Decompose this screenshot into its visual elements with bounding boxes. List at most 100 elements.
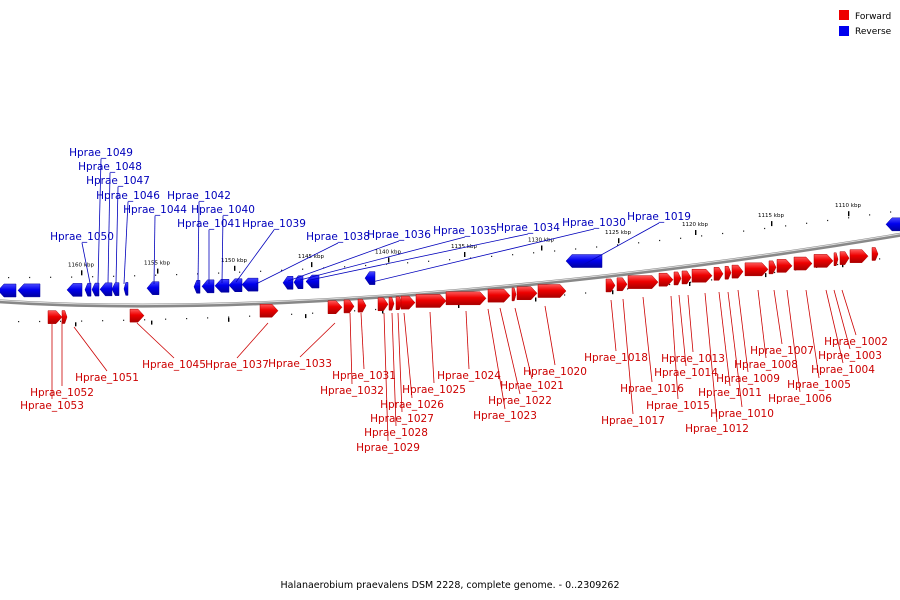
reverse-gene-arrow <box>364 271 376 285</box>
tick-label: 1150 kbp <box>221 258 247 264</box>
scale-dot <box>197 273 199 275</box>
gene-label-hprae-1046: Hprae_1046 <box>96 190 160 202</box>
leader-line <box>622 298 634 415</box>
scale-dot <box>764 227 766 230</box>
scale-dot <box>291 313 293 315</box>
gene-label-hprae-1029: Hprae_1029 <box>356 442 420 454</box>
gene-label-hprae-1047: Hprae_1047 <box>86 175 150 187</box>
scale-dot <box>869 214 871 216</box>
gene-label-hprae-1017: Hprae_1017 <box>601 415 665 427</box>
tick-mark <box>311 262 313 268</box>
gene-label-hprae-1013: Hprae_1013 <box>661 353 725 365</box>
scale-dot <box>165 318 167 320</box>
forward-gene-arrow <box>343 299 355 314</box>
gene-label-hprae-1025: Hprae_1025 <box>402 384 466 396</box>
gene-label-hprae-1007: Hprae_1007 <box>750 345 814 357</box>
scale-dot <box>239 271 241 273</box>
tick-label: 1155 kbp <box>144 261 170 267</box>
scale-dot <box>617 244 619 246</box>
forward-gene-arrow <box>627 275 659 289</box>
forward-gene-arrow <box>61 310 68 324</box>
tick-label: 1120 kbp <box>682 222 708 228</box>
scale-dot <box>260 270 262 272</box>
scale-dot <box>827 219 829 222</box>
forward-gene-arrow <box>744 262 769 277</box>
gene-label-hprae-1024: Hprae_1024 <box>437 370 501 382</box>
gene-label-hprae-1053: Hprae_1053 <box>20 400 84 412</box>
leader-line <box>236 322 269 359</box>
scale-dot <box>701 235 703 237</box>
reverse-gene-arrow <box>66 283 83 297</box>
forward-gene-arrow <box>511 287 517 302</box>
tick-mark <box>765 273 767 278</box>
tick-label: 1130 kbp <box>528 238 554 244</box>
gene-label-hprae-1034: Hprae_1034 <box>496 222 560 234</box>
scale-dot <box>155 274 157 276</box>
scale-dot <box>60 320 62 322</box>
scale-dot <box>29 276 31 279</box>
leader-line <box>235 229 275 283</box>
gene-label-hprae-1042: Hprae_1042 <box>167 190 231 202</box>
leader-line <box>197 201 200 285</box>
legend-swatch-forward <box>839 10 849 20</box>
scale-dot <box>123 319 125 321</box>
scale-dot <box>302 268 304 270</box>
scale-dot <box>743 230 745 232</box>
gene-label-hprae-1044: Hprae_1044 <box>123 204 187 216</box>
leader-line <box>582 222 660 266</box>
gene-label-hprae-1027: Hprae_1027 <box>370 413 434 425</box>
gene-label-hprae-1051: Hprae_1051 <box>75 372 139 384</box>
forward-gene-arrow <box>839 251 850 265</box>
reverse-gene-arrow <box>565 254 603 268</box>
scale-dot <box>711 279 713 281</box>
leader-line <box>429 311 435 384</box>
scale-dot <box>228 316 230 318</box>
gene-label-hprae-1039: Hprae_1039 <box>242 218 306 230</box>
forward-gene-arrow <box>357 298 367 313</box>
leader-line <box>757 289 767 359</box>
reverse-gene-arrow <box>0 283 17 298</box>
scale-dot <box>627 288 629 290</box>
leader-line <box>81 242 91 284</box>
label-leaders <box>51 158 857 442</box>
tick-mark <box>305 314 307 319</box>
genome-backbone <box>0 232 900 308</box>
tick-mark <box>382 309 384 314</box>
leader-line <box>825 289 844 364</box>
leader-line <box>737 289 749 373</box>
forward-gene-arrow <box>605 278 616 293</box>
gene-label-hprae-1041: Hprae_1041 <box>177 218 241 230</box>
forward-gene-arrow <box>731 264 744 279</box>
tick-mark <box>612 290 614 295</box>
leader-line <box>115 186 119 284</box>
gene-label-hprae-1049: Hprae_1049 <box>69 147 133 159</box>
gene-label-hprae-1036: Hprae_1036 <box>367 229 431 241</box>
leader-line <box>391 312 397 427</box>
scale-dot <box>176 274 178 276</box>
forward-gene-arrow <box>681 270 692 285</box>
scale-dot <box>8 277 10 279</box>
gene-label-hprae-1008: Hprae_1008 <box>734 359 798 371</box>
scale-dot <box>81 320 83 322</box>
forward-gene-arrow <box>713 267 724 281</box>
tick-mark <box>464 252 466 257</box>
tick-mark <box>75 322 77 327</box>
genome-backbone-highlight <box>0 233 900 305</box>
leader-line <box>499 307 521 395</box>
gene-label-hprae-1019: Hprae_1019 <box>627 211 691 223</box>
gene-label-hprae-1014: Hprae_1014 <box>654 367 718 379</box>
scale-dot <box>365 264 367 267</box>
gene-label-hprae-1052: Hprae_1052 <box>30 387 94 399</box>
tick-mark <box>535 297 537 302</box>
gene-label-hprae-1023: Hprae_1023 <box>473 410 537 422</box>
scale-dot <box>375 308 377 311</box>
forward-gene-arrow <box>415 294 447 308</box>
gene-labels: Hprae_1002 Hprae_1003 Hprae_1004 Hprae_1005… <box>20 147 888 454</box>
scale-dot <box>533 252 535 254</box>
leader-line <box>773 289 783 345</box>
tick-mark <box>541 245 543 251</box>
leader-line <box>383 312 389 442</box>
forward-gene-arrow <box>724 265 732 280</box>
reverse-gene-arrow <box>146 281 160 295</box>
